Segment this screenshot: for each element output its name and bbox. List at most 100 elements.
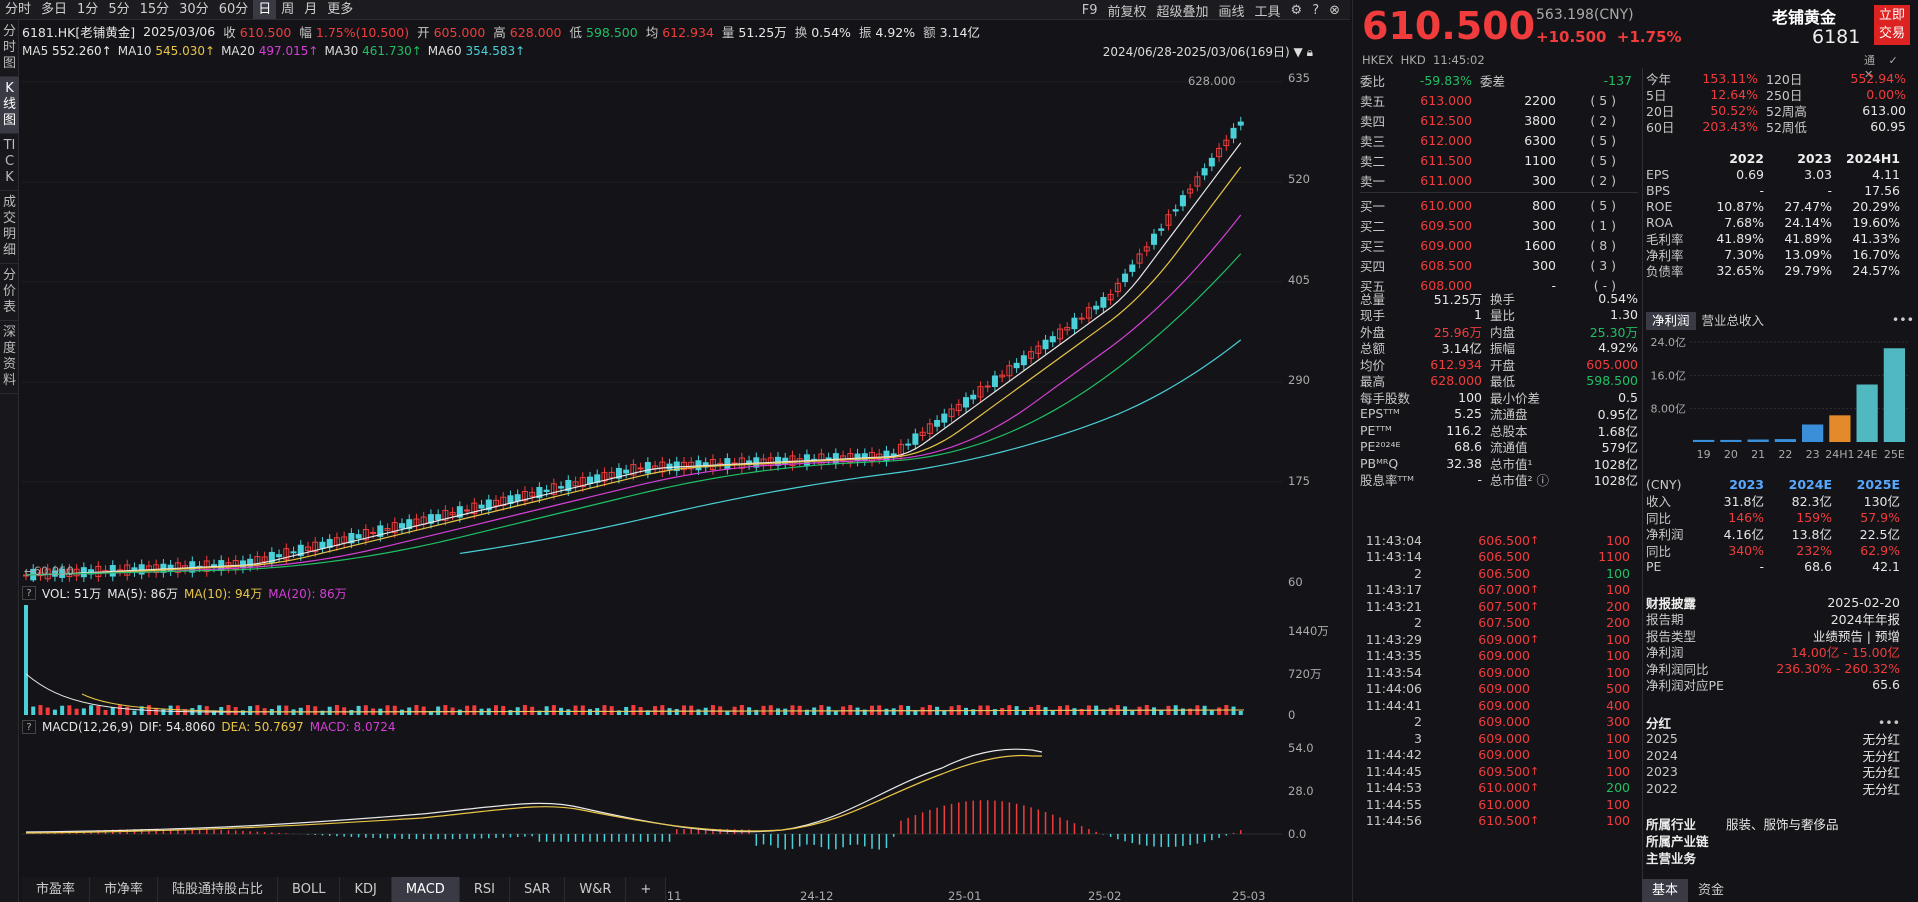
level-count: ( 2 ) (1590, 172, 1616, 188)
level-label: 买二 (1360, 218, 1386, 234)
volume-chart[interactable] (22, 604, 1282, 716)
macd-chart[interactable] (22, 738, 1282, 878)
indicator-tab[interactable]: W&R (565, 877, 627, 902)
tab-timeframe[interactable]: 更多 (327, 2, 354, 17)
panel-tab[interactable]: 资金 (1698, 883, 1725, 898)
close-icon[interactable]: ⊗ (1329, 2, 1340, 18)
indicator-tab[interactable]: 市净率 (90, 877, 159, 902)
panel-icons[interactable]: 通 ✓ ✕ (1864, 54, 1903, 81)
side-tab[interactable]: 深度资料 (0, 321, 19, 394)
est-value: 82.3亿 (1791, 494, 1832, 510)
tab-timeframe[interactable]: 多日 (41, 2, 68, 17)
fin-value: 10.87% (1716, 198, 1764, 214)
tick-volume: 100 (1606, 631, 1630, 647)
profit-bar (1829, 415, 1851, 442)
toolbar-item[interactable]: F9 (1081, 2, 1098, 18)
tick-time: 11:43:35 (1365, 648, 1422, 664)
disclosure-label: 报告期 (1646, 612, 1684, 628)
indicator-tab[interactable]: RSI (460, 877, 510, 902)
stat-value: 68.6 (1454, 439, 1482, 455)
tab-timeframe[interactable]: 分时 (5, 2, 32, 17)
stat-label: 均价 (1360, 357, 1386, 373)
ma-label: MA20 (221, 44, 255, 58)
est-value: - (1759, 559, 1764, 575)
indicator-tab[interactable]: 市盈率 (22, 877, 91, 902)
industry-label: 所属行业 (1646, 817, 1697, 832)
stat-value: 0.5 (1618, 389, 1638, 405)
stat-label: EPSᵀᵀᴹ (1360, 406, 1400, 422)
industry-value[interactable]: 服装、服饰与奢侈品 (1726, 817, 1839, 832)
date-range[interactable]: 2024/06/28-2025/03/06(169日) ▼ 🔒︎ (1103, 43, 1313, 60)
stat-label: 股息率ᵀᵀᴹ (1360, 473, 1414, 489)
tick-row: 11:44:41 609.000 400 (1360, 697, 1638, 714)
side-tab-label: 深度资料 (3, 325, 17, 388)
tab-timeframe[interactable]: 60分 (218, 2, 249, 17)
help-icon[interactable]: ? (22, 720, 36, 734)
more-icon[interactable]: ••• (1891, 312, 1914, 327)
profit-bar (1774, 439, 1796, 442)
trade-button[interactable]: 立即交易 (1874, 5, 1910, 45)
fin-row: ROE 10.87% 27.47% 20.29% (1646, 198, 1914, 214)
settings-icon[interactable]: ⚙ (1290, 2, 1303, 18)
fin-value: 24.14% (1784, 214, 1832, 230)
est-value: 13.8亿 (1791, 527, 1832, 543)
fin-value: 13.09% (1784, 246, 1832, 262)
tick-volume: 400 (1606, 697, 1630, 713)
est-year: 2025E (1856, 476, 1900, 492)
macd-legend: ? MACD(12,26,9) DIF: 54.8060 DEA: 50.769… (22, 718, 396, 736)
toolbar-item[interactable]: 前复权 (1107, 4, 1147, 20)
y-axis-label: 405 (1288, 272, 1310, 287)
indicator-tab[interactable]: BOLL (278, 877, 341, 902)
side-tab[interactable]: K线图 (0, 77, 19, 134)
level-count: ( 5 ) (1590, 152, 1616, 168)
indicator-tab[interactable]: SAR (510, 877, 566, 902)
tick-time: 11:44:56 (1365, 813, 1422, 829)
stat-value: 1.68亿 (1597, 423, 1638, 439)
ma-line (25, 142, 1242, 576)
stat-value: 628.000 (1430, 373, 1482, 389)
stat-label: 外盘 (1360, 324, 1386, 340)
ma-legend: MA5 552.260↑ MA10 545.030↑ MA20 497.015↑ MA… (22, 42, 525, 60)
order-level: 买四 608.500 300 ( 3 ) (1360, 255, 1638, 275)
help-icon[interactable]: ? (1312, 2, 1320, 18)
vol-label: 量 (721, 24, 735, 40)
tab-timeframe[interactable]: 1分 (77, 2, 99, 17)
profit-bar (1693, 439, 1715, 442)
toolbar-item[interactable]: 工具 (1254, 4, 1281, 20)
kline-chart[interactable] (22, 62, 1282, 582)
tab-timeframe[interactable]: 15分 (139, 2, 170, 17)
stat-row: 均价 612.934 开盘 605.000 (1360, 356, 1638, 373)
tab-timeframe[interactable]: 周 (281, 2, 295, 17)
toolbar-item[interactable]: 超级叠加 (1156, 4, 1209, 20)
tab-timeframe[interactable]: 月 (304, 2, 318, 17)
tick-price: 609.000 (1478, 664, 1530, 680)
stat-label: 流通盘 (1490, 407, 1528, 423)
indicator-tab[interactable]: KDJ (340, 877, 392, 902)
est-year: 2024E (1788, 476, 1832, 492)
help-icon[interactable]: ? (22, 586, 36, 600)
stat-value: 116.2 (1446, 422, 1482, 438)
side-tab[interactable]: 分时图 (0, 20, 19, 77)
tab-timeframe[interactable]: 日 (253, 0, 277, 19)
side-tab[interactable]: 成交明细 (0, 191, 19, 264)
lock-icon[interactable]: 🔒︎ (1306, 45, 1313, 59)
level-label: 卖五 (1360, 93, 1386, 109)
tab-timeframe[interactable]: 30分 (179, 2, 209, 17)
panel-tab[interactable]: 基本 (1642, 879, 1689, 902)
more-icon[interactable]: ••• (1877, 714, 1900, 730)
fin-row: 净利率 7.30% 13.09% 16.70% (1646, 246, 1914, 263)
stat-value: 25.96万 (1433, 324, 1482, 340)
profit-tab[interactable]: 营业总收入 (1701, 313, 1765, 328)
toolbar-item[interactable]: 画线 (1218, 4, 1245, 20)
profit-tab[interactable]: 净利润 (1646, 312, 1696, 330)
indicator-tab[interactable]: 陆股通持股占比 (158, 877, 279, 902)
indicator-tab[interactable]: + (626, 877, 667, 902)
dropdown-icon[interactable]: ▼ (1293, 45, 1303, 59)
stat-label: 换手 (1490, 291, 1516, 307)
tab-timeframe[interactable]: 5分 (108, 2, 130, 17)
side-tab[interactable]: TICK (0, 134, 19, 191)
fin-row: EPS 0.69 3.03 4.11 (1646, 166, 1914, 182)
indicator-tab[interactable]: MACD (391, 877, 460, 902)
quote-panel (1352, 0, 1918, 902)
side-tab[interactable]: 分价表 (0, 264, 19, 321)
